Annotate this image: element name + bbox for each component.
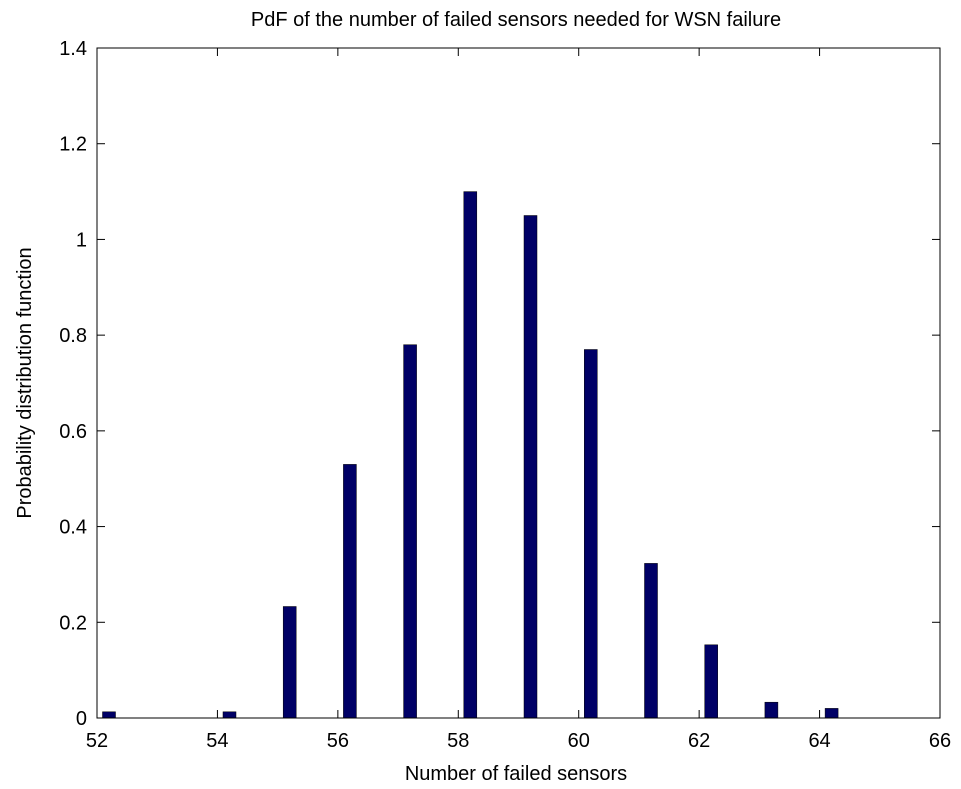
- x-axis-label: Number of failed sensors: [405, 763, 627, 785]
- x-tick-label-2: 56: [327, 730, 349, 752]
- bar-6: [523, 215, 538, 719]
- y-tick-label-2: 0.4: [59, 517, 87, 539]
- chart-title: PdF of the number of failed sensors need…: [251, 9, 781, 31]
- plot-frame: [96, 47, 941, 719]
- x-tick-label-6: 64: [808, 730, 830, 752]
- x-tick-label-3: 58: [447, 730, 469, 752]
- y-axis-label: Probability distribution function: [14, 247, 36, 518]
- bar-0: [102, 711, 116, 719]
- bar-7: [584, 349, 598, 719]
- x-tick-label-1: 54: [206, 730, 228, 752]
- y-tick-label-7: 1.4: [59, 38, 87, 60]
- y-tick-label-0: 0: [76, 708, 87, 730]
- x-tick-label-7: 66: [929, 730, 951, 752]
- x-tick-label-5: 62: [688, 730, 710, 752]
- bar-10: [764, 701, 779, 719]
- y-tick-label-6: 1.2: [59, 134, 87, 156]
- bars-group: [102, 191, 839, 719]
- y-tick-label-1: 0.2: [59, 612, 87, 634]
- x-tick-label-4: 60: [568, 730, 590, 752]
- bar-4: [403, 344, 417, 719]
- ticks-group: 52 54 56 58 60 62 64 66 0 0.2 0.4 0.6 0.8 1 1.2 1.4: [59, 38, 951, 752]
- bar-1: [222, 711, 237, 719]
- y-tick-label-4: 0.8: [59, 325, 87, 347]
- plot-area: [97, 48, 940, 718]
- y-tick-label-3: 0.6: [59, 421, 87, 443]
- x-tick-label-0: 52: [86, 730, 108, 752]
- bar-5: [463, 191, 478, 719]
- bar-3: [343, 464, 357, 719]
- bar-8: [644, 563, 658, 719]
- bar-9: [704, 644, 718, 719]
- y-tick-label-5: 1: [76, 229, 87, 251]
- bar-2: [282, 606, 297, 719]
- bar-11: [824, 708, 839, 719]
